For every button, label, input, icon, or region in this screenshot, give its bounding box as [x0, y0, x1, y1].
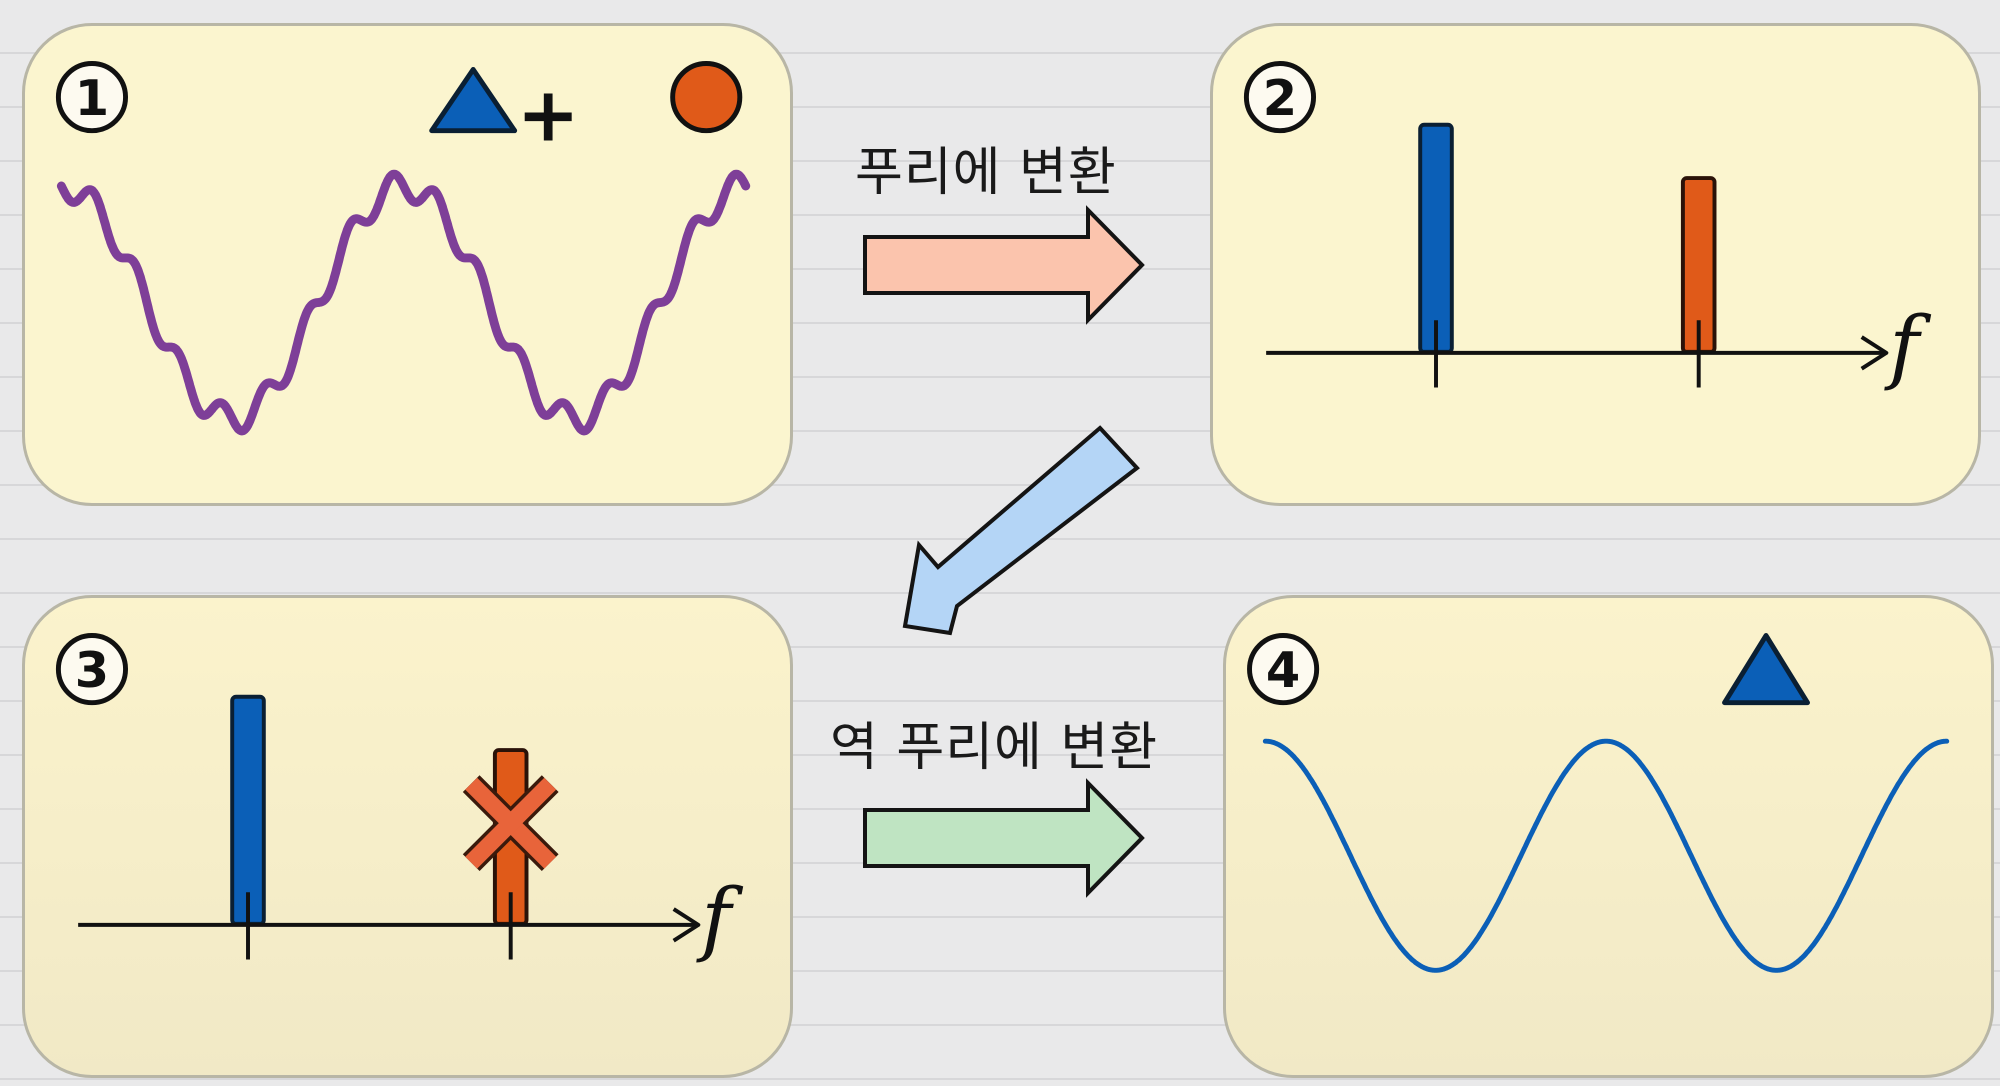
panel-1-canvas: 1 + [55, 61, 751, 436]
panel-number-2: 2 [1243, 61, 1317, 134]
axis-arrowhead [1860, 335, 1889, 371]
panel-number-4-label: 4 [1266, 641, 1300, 699]
panel-number-1: 1 [55, 61, 129, 134]
panel-4-canvas: 4 [1247, 633, 1950, 973]
panel-number-3-label: 3 [75, 641, 109, 699]
arrow-right-icon [863, 205, 1145, 325]
inverse-fourier-transform-caption: 역 푸리에 변환 [830, 718, 1159, 778]
frequency-axis-label: f [696, 872, 743, 966]
panel-combined-signal: 1 + [22, 23, 793, 506]
panel-number-2-label: 2 [1263, 69, 1297, 127]
pure-signal-wave [1262, 738, 1950, 973]
frequency-axis-label: f [1884, 300, 1931, 394]
panel-2-canvas: 2 f [1243, 61, 1931, 394]
panel-frequency-spectrum: 2 f [1210, 23, 1981, 506]
spectrum-bar-blue [1418, 122, 1454, 354]
panel-number-4: 4 [1247, 633, 1320, 706]
circle-icon [670, 61, 743, 134]
panel-number-1-label: 1 [75, 69, 109, 127]
panel-3-canvas: 3 f [55, 633, 743, 966]
cross-icon [462, 775, 559, 872]
panel-filtered-spectrum: 3 f [22, 595, 793, 1078]
plus-sign: + [517, 71, 580, 159]
triangle-icon [1722, 633, 1810, 706]
triangle-icon [429, 66, 518, 134]
axis-arrowhead [672, 907, 701, 943]
arrow-right-icon [863, 778, 1145, 898]
combined-signal-wave [56, 169, 751, 436]
arrow-down-left-icon [902, 425, 1140, 636]
panel-number-3: 3 [55, 633, 129, 706]
fourier-transform-caption: 푸리에 변환 [855, 143, 1117, 203]
spectrum-bar-blue-kept [230, 694, 266, 926]
panel-reconstructed-signal: 4 [1223, 595, 1994, 1078]
